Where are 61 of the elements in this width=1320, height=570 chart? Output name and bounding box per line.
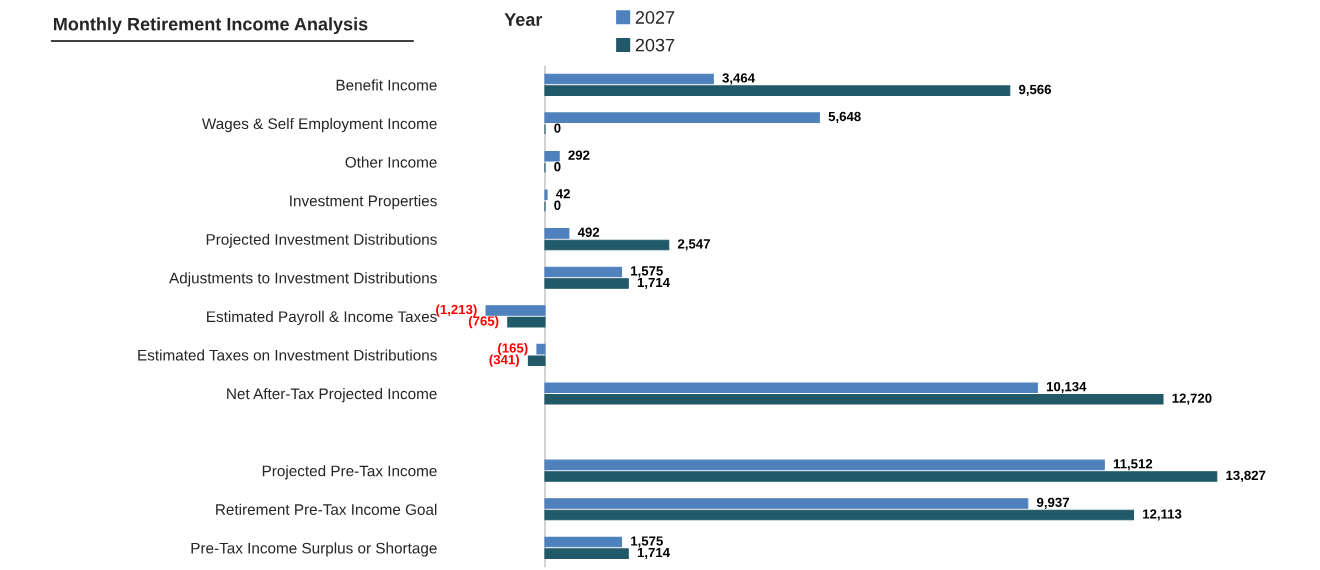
data-label: 12,113 xyxy=(1143,509,1182,521)
data-label: 9,937 xyxy=(1036,497,1069,509)
data-label: 13,827 xyxy=(1226,470,1266,482)
data-label: 10,134 xyxy=(1046,381,1087,394)
data-label: 3,464 xyxy=(722,73,755,85)
bar xyxy=(507,316,546,328)
y-tick-label: Other Income xyxy=(345,156,437,168)
bar xyxy=(485,305,546,316)
bar xyxy=(527,355,546,367)
data-label: (765) xyxy=(468,315,499,329)
data-label: 42 xyxy=(555,189,570,199)
bar xyxy=(544,382,1038,394)
y-tick-label: Benefit Income xyxy=(336,79,437,91)
y-tick-label: Estimated Payroll & Income Taxes xyxy=(207,310,437,326)
bar xyxy=(544,112,820,123)
data-label: 0 xyxy=(554,200,561,210)
bar xyxy=(536,343,546,355)
bar xyxy=(544,73,714,85)
data-label: (341) xyxy=(489,354,519,367)
bar xyxy=(544,228,570,239)
data-label: 9,566 xyxy=(1018,84,1052,97)
data-label: 2,547 xyxy=(677,239,710,251)
y-tick-label: Adjustments to Investment Distributions xyxy=(169,272,437,287)
bar xyxy=(544,536,623,548)
data-label: 1,575 xyxy=(631,266,663,278)
bar xyxy=(544,189,548,201)
bar xyxy=(544,394,1164,405)
data-label: 12,720 xyxy=(1172,393,1212,405)
data-label: (1,213) xyxy=(436,304,477,317)
y-tick-label: Projected Pre-Tax Income xyxy=(262,465,437,480)
bar xyxy=(544,266,623,278)
y-tick-label: Projected Investment Distributions xyxy=(206,233,437,248)
y-tick-label: Net After-Tax Projected Income xyxy=(227,387,437,403)
bar xyxy=(544,548,629,559)
bar xyxy=(544,150,560,162)
data-label: 1,714 xyxy=(637,277,670,290)
legend-label: 2027 xyxy=(635,11,675,24)
text: Monthly Retirement Income Analysis xyxy=(54,17,368,35)
data-label: (165) xyxy=(498,343,528,356)
y-tick-label: Wages & Self Employment Income xyxy=(201,117,437,133)
data-label: 0 xyxy=(554,162,561,172)
data-label: 492 xyxy=(577,227,600,237)
y-tick-label: Investment Properties xyxy=(290,195,437,210)
legend-title: Year xyxy=(504,13,543,26)
data-label: 0 xyxy=(554,123,561,133)
data-label: 292 xyxy=(568,150,590,160)
bar xyxy=(544,278,629,289)
bar xyxy=(544,498,1029,509)
data-label: 1,575 xyxy=(631,536,663,548)
bar xyxy=(544,85,1011,96)
bar xyxy=(544,509,1135,521)
bar xyxy=(544,239,670,251)
y-tick-label: Estimated Taxes on Investment Distributions xyxy=(138,349,437,361)
y-tick-label: Retirement Pre-Tax Income Goal xyxy=(216,503,437,515)
legend-label: 2037 xyxy=(635,38,675,52)
data-label: 1,714 xyxy=(637,547,670,560)
data-label: 11,512 xyxy=(1113,459,1153,471)
bar xyxy=(544,471,1218,482)
bar xyxy=(544,459,1105,471)
data-label: 5,648 xyxy=(828,111,861,124)
y-tick-label: Pre-Tax Income Surplus or Shortage xyxy=(191,542,437,557)
